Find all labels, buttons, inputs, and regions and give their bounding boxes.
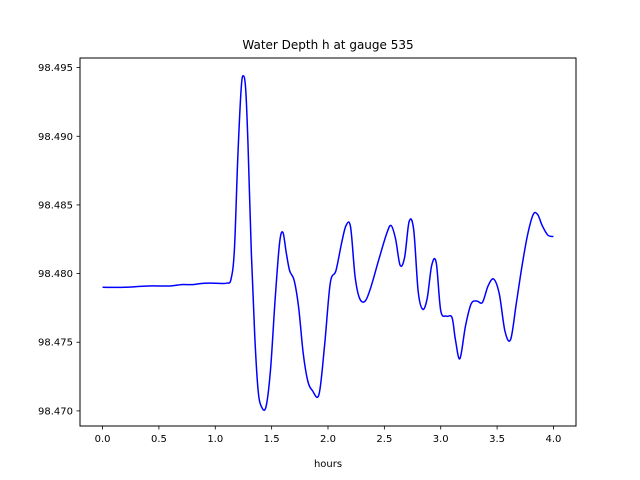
x-tick-label: 2.5 — [376, 434, 392, 445]
x-axis: 0.0 0.5 1.0 1.5 2.0 2.5 3.0 3.5 4.0 — [95, 426, 562, 445]
y-tick-label: 98.495 — [38, 63, 73, 74]
y-tick-label: 98.470 — [38, 406, 73, 417]
y-axis: 98.470 98.475 98.480 98.485 98.490 98.495 — [38, 63, 80, 417]
x-axis-label: hours — [314, 459, 342, 470]
axes-frame — [79, 57, 577, 427]
x-tick-label: 0.0 — [95, 434, 111, 445]
x-tick-label: 3.0 — [433, 434, 449, 445]
x-tick-label: 3.5 — [489, 434, 505, 445]
y-tick-label: 98.475 — [38, 338, 73, 349]
x-tick-label: 4.0 — [546, 434, 562, 445]
x-tick-label: 1.5 — [264, 434, 280, 445]
x-tick-label: 0.5 — [151, 434, 167, 445]
chart-title: Water Depth h at gauge 535 — [242, 38, 413, 52]
y-tick-label: 98.480 — [38, 269, 73, 280]
plot-area — [102, 75, 554, 411]
y-tick-label: 98.490 — [38, 132, 73, 143]
y-tick-label: 98.485 — [38, 200, 73, 211]
x-tick-label: 1.0 — [207, 434, 223, 445]
x-tick-label: 2.0 — [320, 434, 336, 445]
series-line-0 — [102, 75, 554, 411]
